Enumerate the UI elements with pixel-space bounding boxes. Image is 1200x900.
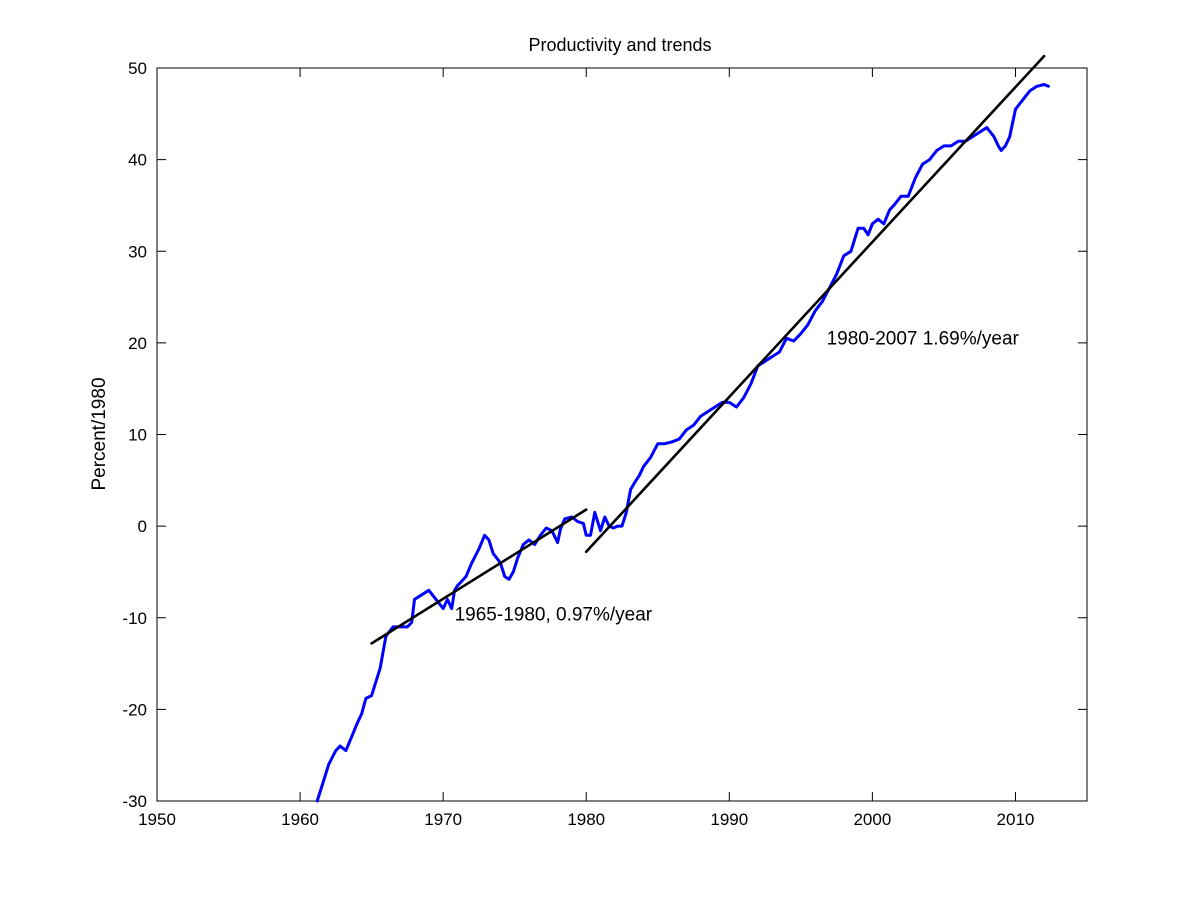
x-tick-label: 1970 xyxy=(424,810,462,829)
y-tick-label: 40 xyxy=(128,151,147,170)
annotation-label: 1980-2007 1.69%/year xyxy=(827,329,1020,350)
x-tick-label: 1990 xyxy=(710,810,748,829)
ticks: 1950 1960 1970 1980 1990 2000 2010 -30 -20 -10 0 10… xyxy=(122,59,1087,829)
y-tick-label: 20 xyxy=(128,334,147,353)
series-productivity-line xyxy=(315,83,1050,803)
y-tick-label: -30 xyxy=(122,792,147,811)
axes-box xyxy=(156,67,1088,802)
y-axis-label: Percent/1980 xyxy=(89,377,110,490)
annotation-label: 1965-1980, 0.97%/year xyxy=(455,604,653,625)
y-tick-label: 30 xyxy=(128,242,147,261)
y-tick-label: 50 xyxy=(128,59,147,78)
x-tick-label: 2000 xyxy=(853,810,891,829)
x-tick-label: 1960 xyxy=(281,810,319,829)
trend-line-1 xyxy=(370,508,588,645)
chart-title: Productivity and trends xyxy=(528,35,711,55)
y-tick-label: -20 xyxy=(122,700,147,719)
x-tick-label: 2010 xyxy=(997,810,1035,829)
x-tick-label: 1950 xyxy=(138,810,176,829)
y-tick-label: 0 xyxy=(138,517,147,536)
trend-line-2 xyxy=(584,54,1046,554)
y-tick-label: 10 xyxy=(128,426,147,445)
annotations: 1980-2007 1.69%/year 1965-1980, 0.97%/yea… xyxy=(455,329,1020,626)
plot-area xyxy=(156,67,1088,802)
series-group xyxy=(315,54,1050,803)
x-tick-label: 1980 xyxy=(567,810,605,829)
y-tick-label: -10 xyxy=(122,609,147,628)
